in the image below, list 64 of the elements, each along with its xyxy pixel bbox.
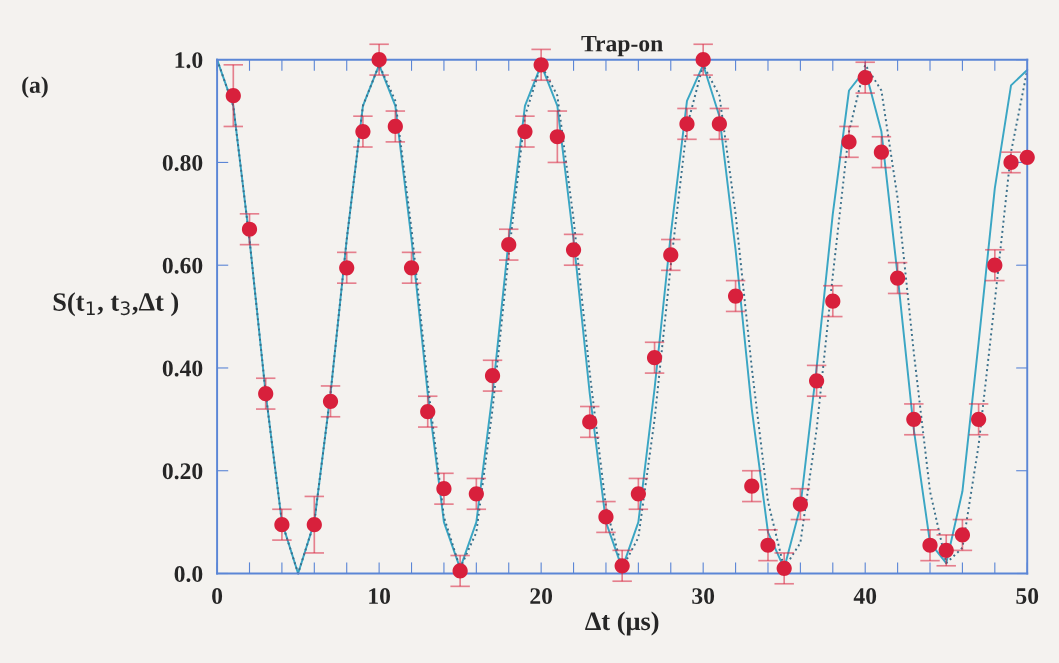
point (630, 486, 646, 502)
point (727, 288, 744, 304)
point (825, 293, 841, 309)
point (339, 260, 355, 276)
point (225, 88, 241, 104)
point (436, 481, 452, 497)
point (808, 373, 825, 389)
point (663, 247, 679, 263)
point (565, 242, 582, 258)
point (711, 116, 727, 132)
point (938, 542, 954, 558)
point (549, 129, 565, 145)
y-tick-label: 0.80 (162, 154, 203, 171)
point (274, 517, 290, 533)
point (420, 404, 436, 420)
point (679, 116, 695, 132)
x-tick-label: 20 (530, 588, 553, 604)
point (452, 563, 468, 579)
point (241, 221, 258, 237)
point (484, 368, 501, 384)
point (355, 124, 371, 140)
point (322, 393, 339, 409)
point (971, 411, 987, 427)
point (614, 558, 630, 574)
point (841, 134, 857, 150)
point (1019, 149, 1035, 165)
point (987, 257, 1003, 273)
x-tick-label: 30 (692, 588, 715, 604)
point (582, 414, 598, 430)
point (792, 496, 808, 512)
point (857, 70, 873, 86)
point (468, 486, 484, 502)
x-tick-label: 0 (212, 588, 223, 604)
x-tick-label: 10 (369, 588, 391, 604)
point (776, 560, 792, 576)
y-tick-label: 0.60 (162, 257, 203, 274)
point (371, 52, 387, 68)
point (387, 118, 403, 135)
point (533, 57, 549, 73)
chart-title: Trap-on (581, 35, 663, 57)
point (873, 144, 890, 160)
x-tick-label: 50 (1016, 588, 1039, 604)
point (954, 527, 971, 543)
x-tick-label: 40 (853, 588, 877, 604)
point (760, 537, 776, 553)
y-tick-label: 0.20 (162, 463, 203, 480)
y-tick-label: 0.40 (162, 360, 203, 377)
point (890, 270, 906, 286)
y-tick-label: 1.0 (175, 52, 203, 69)
point (646, 350, 663, 366)
text: (a) (22, 76, 48, 98)
x-axis-title: Δt (μs) (585, 611, 659, 636)
point (695, 52, 711, 68)
point (501, 237, 517, 253)
point (598, 509, 614, 525)
y-tick-label: 0.0 (174, 565, 203, 583)
point (906, 411, 922, 427)
y-axis-title: S(t$_{1}$, t$_{3}$,Δt ) (53, 292, 179, 317)
point (306, 517, 322, 533)
point (517, 124, 533, 140)
point (744, 478, 760, 494)
point (922, 537, 938, 553)
point (258, 386, 274, 402)
point (403, 260, 420, 276)
